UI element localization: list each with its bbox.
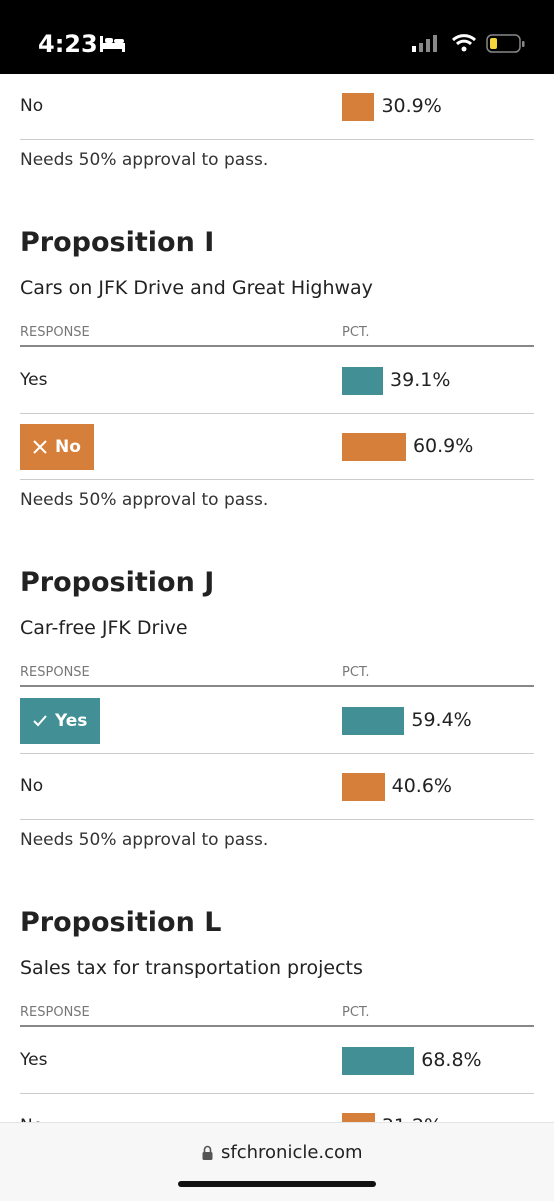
wifi-icon xyxy=(451,34,477,52)
response: No xyxy=(55,436,81,457)
column-header: RESPONSE xyxy=(20,665,90,680)
sleep-icon xyxy=(100,36,125,52)
column-header: PCT. xyxy=(342,1005,370,1020)
divider xyxy=(20,685,534,687)
pct-label: 59.4% xyxy=(411,709,472,731)
pct-label: 60.9% xyxy=(412,435,474,457)
pct-bar xyxy=(342,707,405,735)
winner-badge: No xyxy=(20,424,94,470)
divider xyxy=(20,479,534,480)
divider xyxy=(20,345,534,347)
signal-icon xyxy=(412,35,437,52)
divider xyxy=(20,819,534,820)
pct-label: 30.9% xyxy=(381,95,442,117)
battery-icon xyxy=(486,34,525,53)
clock: 4:23 xyxy=(38,30,98,58)
home-indicator xyxy=(178,1181,376,1187)
divider xyxy=(20,413,534,414)
pct-label: 68.8% xyxy=(421,1049,482,1071)
response: No xyxy=(20,776,44,796)
column-header: PCT. xyxy=(342,665,370,680)
divider xyxy=(20,1093,534,1094)
section-subtitle: Sales tax for transportation projects xyxy=(20,957,363,979)
pct-bar xyxy=(342,433,406,461)
lock-icon xyxy=(202,1145,213,1160)
pct-label: 40.6% xyxy=(391,775,452,797)
note: Needs 50% approval to pass. xyxy=(20,830,269,850)
divider xyxy=(20,753,534,754)
divider xyxy=(20,1025,534,1027)
response: Yes xyxy=(20,370,48,390)
column-header: RESPONSE xyxy=(20,325,90,340)
pct-bar xyxy=(342,367,384,395)
response: Yes xyxy=(55,710,88,731)
section-title: Proposition J xyxy=(20,567,215,598)
section-title: Proposition I xyxy=(20,227,215,258)
x-icon xyxy=(33,440,47,454)
status-bar: 4:23 xyxy=(0,0,554,74)
divider xyxy=(20,139,534,140)
winner-badge: Yes xyxy=(20,698,101,744)
address-bar: sfchronicle.com xyxy=(0,1122,554,1201)
check-icon xyxy=(33,715,47,727)
note: Needs 50% approval to pass. xyxy=(20,490,269,510)
response: Yes xyxy=(20,1050,48,1070)
column-header: PCT. xyxy=(342,325,370,340)
pct-bar xyxy=(342,93,375,121)
section-subtitle: Car-free JFK Drive xyxy=(20,617,188,639)
section-subtitle: Cars on JFK Drive and Great Highway xyxy=(20,277,373,299)
url[interactable]: sfchronicle.com xyxy=(221,1142,363,1163)
section-title: Proposition L xyxy=(20,907,222,938)
pct-bar xyxy=(342,773,385,801)
response: No xyxy=(20,96,44,116)
pct-bar xyxy=(342,1047,415,1075)
note: Needs 50% approval to pass. xyxy=(20,150,269,170)
column-header: RESPONSE xyxy=(20,1005,90,1020)
pct-label: 39.1% xyxy=(390,369,451,391)
